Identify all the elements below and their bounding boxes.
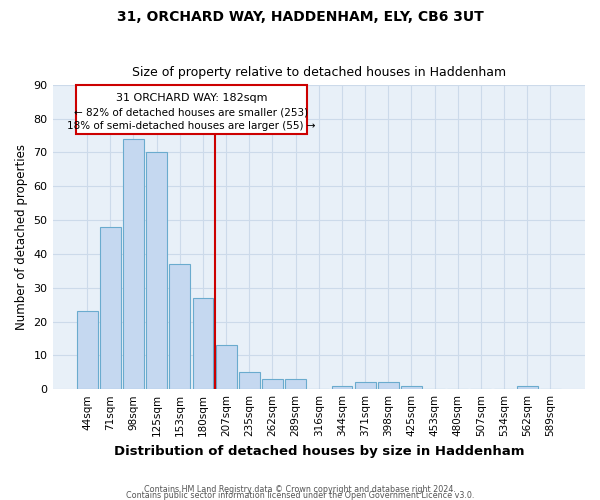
Text: ← 82% of detached houses are smaller (253): ← 82% of detached houses are smaller (25… (74, 108, 308, 118)
Bar (285, 379, 306, 389)
Bar (193, 298, 214, 389)
Bar (401, 386, 422, 389)
Bar (100, 227, 121, 389)
Bar (239, 372, 260, 389)
Bar (146, 152, 167, 389)
Bar (378, 382, 398, 389)
Bar (216, 345, 236, 389)
Text: 31 ORCHARD WAY: 182sqm: 31 ORCHARD WAY: 182sqm (116, 94, 267, 104)
X-axis label: Distribution of detached houses by size in Haddenham: Distribution of detached houses by size … (113, 444, 524, 458)
Bar (517, 386, 538, 389)
Text: 18% of semi-detached houses are larger (55) →: 18% of semi-detached houses are larger (… (67, 122, 316, 132)
Text: 31, ORCHARD WAY, HADDENHAM, ELY, CB6 3UT: 31, ORCHARD WAY, HADDENHAM, ELY, CB6 3UT (116, 10, 484, 24)
Bar (355, 382, 376, 389)
Bar (77, 312, 98, 389)
Title: Size of property relative to detached houses in Haddenham: Size of property relative to detached ho… (132, 66, 506, 80)
Bar (123, 139, 144, 389)
Text: Contains public sector information licensed under the Open Government Licence v3: Contains public sector information licen… (126, 490, 474, 500)
FancyBboxPatch shape (76, 85, 307, 134)
Bar (332, 386, 352, 389)
Bar (262, 379, 283, 389)
Y-axis label: Number of detached properties: Number of detached properties (15, 144, 28, 330)
Bar (169, 264, 190, 389)
Text: Contains HM Land Registry data © Crown copyright and database right 2024.: Contains HM Land Registry data © Crown c… (144, 484, 456, 494)
